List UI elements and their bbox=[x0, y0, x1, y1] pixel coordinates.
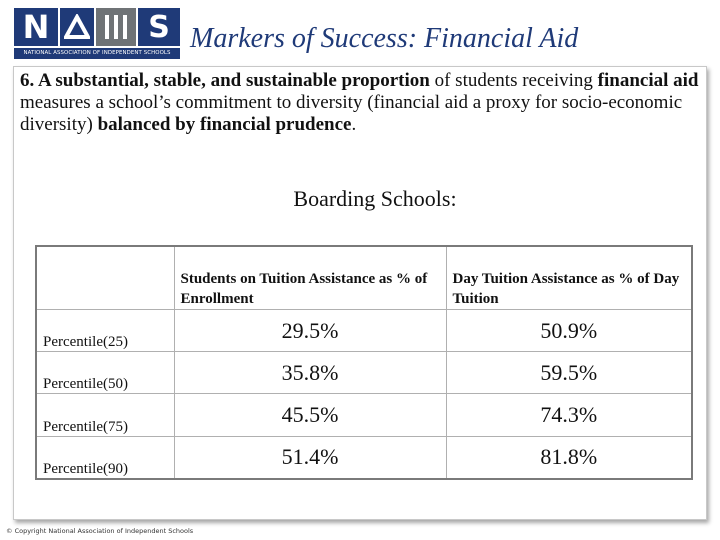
day-value: 50.9% bbox=[445, 308, 693, 353]
paragraph-end: . bbox=[351, 114, 357, 135]
students-value: 51.4% bbox=[173, 435, 447, 480]
row-label: Percentile(75) bbox=[35, 393, 175, 437]
table-header-blank bbox=[35, 245, 175, 310]
paragraph-text-2: measures a school’s commitment to divers… bbox=[20, 92, 683, 135]
paragraph-bold-prudence: balanced by financial prudence bbox=[97, 114, 352, 135]
description-paragraph: 6. A substantial, stable, and sustainabl… bbox=[20, 70, 700, 136]
row-label: Percentile(90) bbox=[35, 435, 175, 480]
table-row: Percentile(25) 29.5% 50.9% bbox=[35, 308, 693, 353]
logo-letter-n: N bbox=[14, 8, 58, 46]
row-label: Percentile(50) bbox=[35, 351, 175, 395]
paragraph-lead: 6. A substantial, stable, and sustainabl… bbox=[20, 70, 430, 91]
logo-letter-s: S bbox=[136, 8, 180, 46]
day-value: 74.3% bbox=[445, 393, 693, 437]
table-header-students: Students on Tuition Assistance as % of E… bbox=[173, 245, 447, 310]
students-value: 29.5% bbox=[173, 308, 447, 353]
table-header-row: Students on Tuition Assistance as % of E… bbox=[35, 245, 693, 310]
logo-mark: N S bbox=[14, 8, 180, 46]
section-subheading: Boarding Schools: bbox=[293, 186, 457, 211]
nais-logo: N S NATIONAL ASSOCIATION OF INDEPENDENT … bbox=[14, 8, 180, 60]
day-value: 81.8% bbox=[445, 435, 693, 480]
paragraph-bold-financial-aid: financial aid bbox=[597, 70, 699, 91]
logo-caption: NATIONAL ASSOCIATION OF INDEPENDENT SCHO… bbox=[14, 48, 180, 59]
row-label: Percentile(25) bbox=[35, 308, 175, 353]
logo-bars-icon bbox=[94, 8, 136, 46]
table-row: Percentile(50) 35.8% 59.5% bbox=[35, 351, 693, 395]
table-row: Percentile(90) 51.4% 81.8% bbox=[35, 435, 693, 480]
percentile-table: Students on Tuition Assistance as % of E… bbox=[35, 245, 693, 480]
table-header-day-tuition: Day Tuition Assistance as % of Day Tuiti… bbox=[445, 245, 693, 310]
logo-triangle-icon bbox=[58, 8, 94, 46]
students-value: 35.8% bbox=[173, 351, 447, 395]
students-value: 45.5% bbox=[173, 393, 447, 437]
copyright-notice: © Copyright National Association of Inde… bbox=[6, 527, 194, 535]
day-value: 59.5% bbox=[445, 351, 693, 395]
page-title: Markers of Success: Financial Aid bbox=[190, 23, 579, 54]
paragraph-text-1: of students receiving bbox=[429, 70, 598, 91]
table-row: Percentile(75) 45.5% 74.3% bbox=[35, 393, 693, 437]
